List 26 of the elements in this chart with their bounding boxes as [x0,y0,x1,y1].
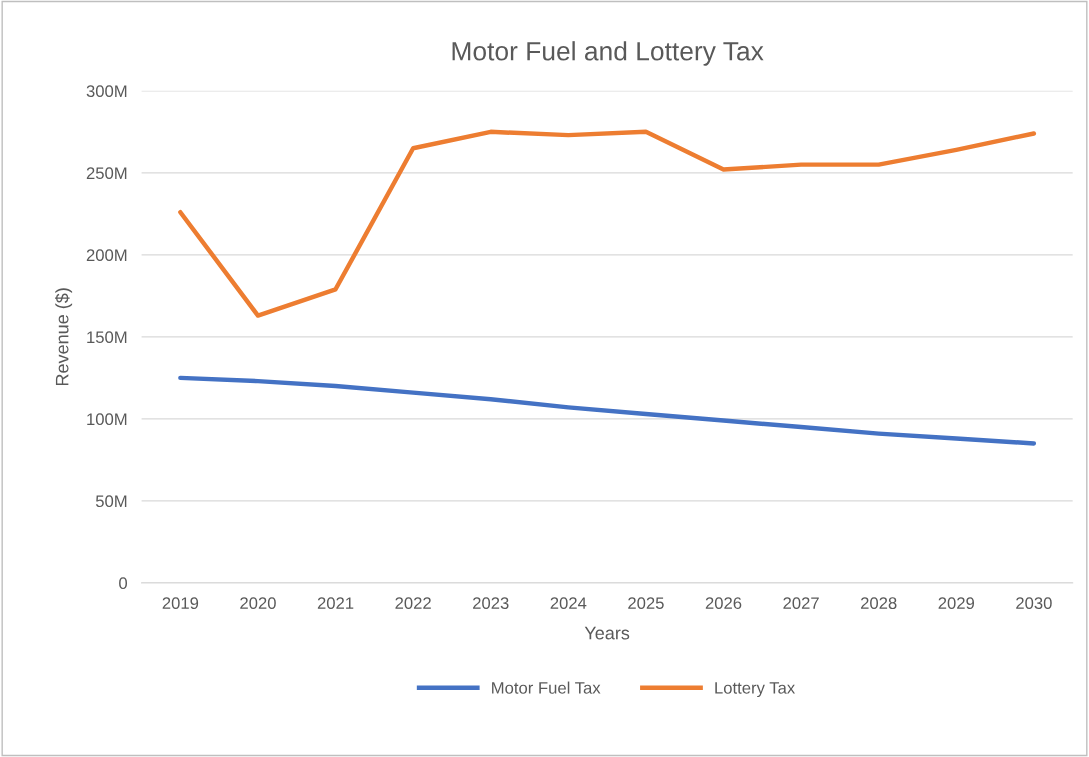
x-tick-label: 2021 [317,597,354,610]
x-tick-label: 2028 [860,597,897,610]
chart-title: Motor Fuel and Lottery Tax [452,41,764,66]
line-series [178,375,1037,446]
y-tick-label: 300M [86,85,127,98]
x-axis-title: Years [584,626,630,640]
y-axis-title: Revenue ($) [54,288,73,386]
line-series [178,129,1037,318]
y-tick-label: 150M [87,331,127,344]
y-tick-label: 250M [86,167,127,180]
x-tick-label: 2027 [783,597,819,610]
x-tick-label: 2025 [628,597,664,610]
x-tick-label: 2026 [705,597,742,610]
y-tick-label: 200M [86,249,127,262]
x-tick-label: 2030 [1016,597,1052,610]
y-tick-label: 0 [119,577,128,590]
x-tick-label: 2023 [473,597,509,610]
legend-label: Motor Fuel Tax [492,681,601,694]
x-tick-label: 2019 [162,597,199,610]
y-tick-label: 50M [95,495,127,508]
legend-label: Lottery Tax [715,682,796,698]
x-tick-label: 2022 [395,597,431,610]
x-tick-label: 2020 [240,597,276,610]
y-tick-label: 100M [87,413,127,426]
x-tick-label: 2024 [550,597,587,610]
x-tick-label: 2029 [938,597,975,610]
